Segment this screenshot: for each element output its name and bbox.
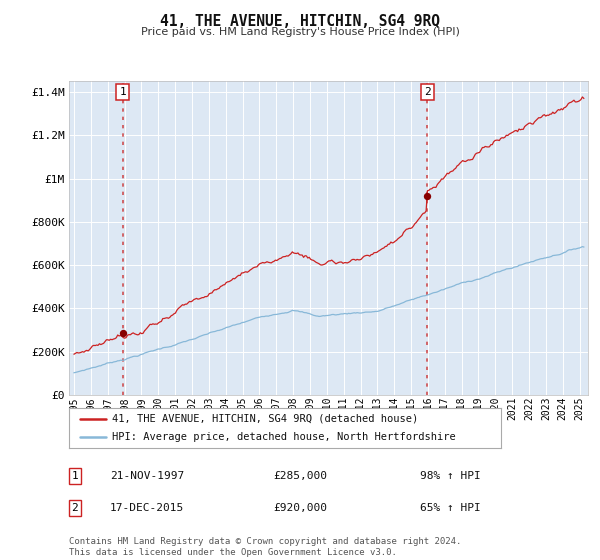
Text: 1: 1 <box>119 87 126 97</box>
Text: HPI: Average price, detached house, North Hertfordshire: HPI: Average price, detached house, Nort… <box>112 432 456 442</box>
Point <box>118 329 128 338</box>
Text: £920,000: £920,000 <box>273 503 327 513</box>
Text: 41, THE AVENUE, HITCHIN, SG4 9RQ: 41, THE AVENUE, HITCHIN, SG4 9RQ <box>160 14 440 29</box>
Text: 98% ↑ HPI: 98% ↑ HPI <box>419 471 481 481</box>
Text: 21-NOV-1997: 21-NOV-1997 <box>110 471 184 481</box>
Text: This data is licensed under the Open Government Licence v3.0.: This data is licensed under the Open Gov… <box>69 548 397 557</box>
Text: 2: 2 <box>424 87 431 97</box>
Text: Price paid vs. HM Land Registry's House Price Index (HPI): Price paid vs. HM Land Registry's House … <box>140 27 460 37</box>
Text: 41, THE AVENUE, HITCHIN, SG4 9RQ (detached house): 41, THE AVENUE, HITCHIN, SG4 9RQ (detach… <box>112 414 418 423</box>
Text: Contains HM Land Registry data © Crown copyright and database right 2024.: Contains HM Land Registry data © Crown c… <box>69 537 461 546</box>
Text: 1: 1 <box>71 471 79 481</box>
Point <box>422 192 432 200</box>
Text: £285,000: £285,000 <box>273 471 327 481</box>
Text: 65% ↑ HPI: 65% ↑ HPI <box>419 503 481 513</box>
Text: 2: 2 <box>71 503 79 513</box>
Text: 17-DEC-2015: 17-DEC-2015 <box>110 503 184 513</box>
